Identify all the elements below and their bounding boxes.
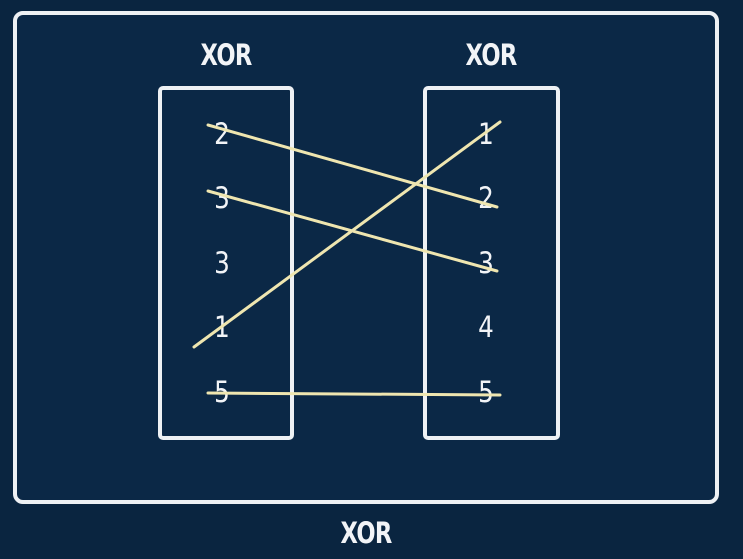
bottom-caption: XOR [340,516,393,550]
left-item-2: 3 [214,181,230,215]
left-column-title: XOR [200,38,253,72]
outer-frame [13,11,719,504]
left-item-4: 1 [214,310,230,344]
right-item-3: 3 [478,246,494,280]
right-item-2: 2 [478,181,494,215]
right-item-4: 4 [478,310,494,344]
right-item-1: 1 [478,117,494,151]
left-item-3: 3 [214,246,230,280]
left-item-5: 5 [214,375,230,409]
left-item-1: 2 [214,117,230,151]
right-item-5: 5 [478,375,494,409]
right-column-title: XOR [465,38,518,72]
